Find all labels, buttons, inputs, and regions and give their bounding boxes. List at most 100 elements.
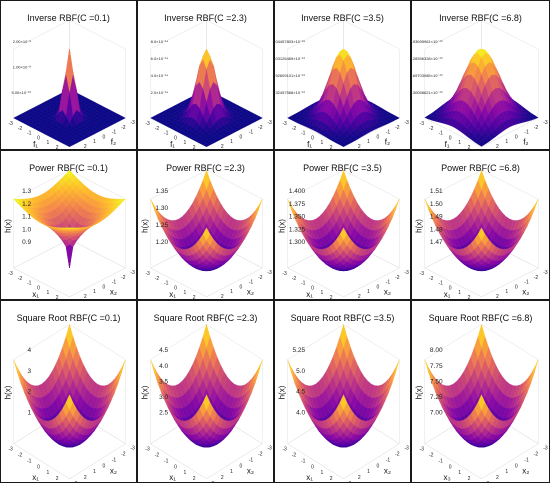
surface-patch [65,394,74,411]
z-tick-label: 1.300 [289,239,306,246]
x-tick-label: 2 [193,295,196,300]
z-tick-label: 4.0 [159,363,168,370]
y-tick-label: 2 [221,144,224,150]
y-tick-label: -2 [395,452,400,458]
x-tick-label: 1 [458,470,461,476]
x-tick-label: 2 [193,145,196,150]
plot-panel: 5.255.04.54.0h(x)-3-2-10123-3-2-10123x₁x… [274,300,411,483]
z-tick-label: 1.49 [430,214,443,221]
z-tick-label: 4.93095961×10⁻¹⁹ [412,39,443,44]
x-tick-label: 1 [183,470,186,476]
y-tick-label: -3 [404,120,409,126]
surface-plot: 1.4001.3751.3501.3251.300h(x)-3-2-10123-… [278,169,409,299]
x-tick-label: 2 [56,476,59,482]
y-axis-label: x₂ [522,287,529,296]
z-tick-label: 1.30 [155,205,168,212]
surface-plot: 1.351.301.251.20h(x)-3-2-10123-3-2-10123… [141,169,272,300]
x-tick-label: 0 [37,285,40,291]
x-axis-label: x₁ [169,473,176,482]
y-tick-label: 1 [93,139,96,145]
z-tick-label: 4.5 [296,389,305,396]
z-tick-label: 1.2 [22,201,31,208]
y-tick-label: 1 [230,469,233,475]
x-tick-label: 1 [183,140,186,146]
plot-panel: 1.511.501.491.481.47h(x)-3-2-10123-3-2-1… [411,150,550,300]
x-tick-label: -1 [27,458,32,464]
surface-patch [392,359,400,380]
surface-plot: 5.255.04.54.0h(x)-3-2-10123-3-2-10123x₁x… [278,323,409,482]
y-tick-label: 1 [367,139,370,145]
z-tick-label: 5.0 [296,368,305,375]
z-tick-label: 3.92609101×10⁻¹⁶ [275,73,305,78]
x-tick-label: 1 [458,290,461,296]
plot-panel: 2.00×10⁻⁸1.00×10⁻⁸5.00×10⁻¹⁰-3-2-10123-3… [0,0,137,150]
y-tick-label: 0 [515,134,518,140]
z-tick-label: 7.25 [430,394,443,401]
y-tick-label: 3 [75,149,78,150]
y-tick-label: 0 [102,134,105,140]
x-axis-label: f₁ [33,140,38,149]
z-tick-label: 1.69703085×10⁻¹⁹ [412,73,443,78]
z-tick-label: 6.0×10⁻¹⁴ [151,56,169,61]
z-tick-label: 4.5 [159,347,168,354]
y-tick-label: 0 [102,284,105,290]
surface-patch [477,394,486,411]
z-axis-label: h(x) [415,219,424,233]
z-tick-label: 1.00×10⁻⁸ [13,65,32,70]
x-tick-label: 0 [311,285,314,291]
surface-patch [13,359,21,380]
surface-plot: 1.31.21.11.00.9h(x)-3-2-10123-3-2-10123x… [4,169,135,300]
x-tick-label: -3 [145,271,150,277]
x-tick-label: 0 [311,135,314,141]
x-tick-label: -1 [27,281,32,287]
x-tick-label: 1 [46,140,49,146]
z-tick-label: 1.0 [22,226,31,233]
x-tick-label: 2 [56,295,59,300]
x-tick-label: 3 [477,482,480,483]
x-tick-label: 1 [320,140,323,146]
y-tick-label: 1 [505,139,508,145]
y-tick-label: -3 [543,270,548,276]
y-axis-label: x₂ [384,287,391,296]
y-tick-label: -3 [404,446,409,452]
x-tick-label: 3 [65,482,68,483]
x-tick-label: -3 [420,447,425,453]
x-tick-label: -1 [164,281,169,287]
y-tick-label: -2 [258,275,263,281]
plot-panel: 1.351.301.251.20h(x)-3-2-10123-3-2-10123… [137,150,274,300]
surface-plot: 2.00×10⁻⁸1.00×10⁻⁸5.00×10⁻¹⁰-3-2-10123-3… [8,19,135,150]
surface-patch [65,143,74,147]
surface-patch [530,198,539,216]
y-tick-label: 0 [239,463,242,469]
x-tick-label: 3 [202,482,205,483]
z-tick-label: 2.5 [159,409,168,416]
panel-title: Inverse RBF(C =6.8) [439,13,522,23]
surface-patch [477,227,486,241]
x-tick-label: 1 [320,470,323,476]
y-tick-label: 2 [496,475,499,481]
z-tick-label: 4.0 [296,409,305,416]
z-tick-label: 4.0×10⁻¹⁴ [151,73,169,78]
y-tick-label: 1 [367,289,370,295]
y-axis-label: f₂ [111,137,116,146]
z-tick-label: 1.47 [430,239,443,246]
x-tick-label: 0 [174,285,177,291]
x-tick-label: -3 [145,121,150,127]
x-axis-label: f₁ [307,140,312,149]
z-axis-label: h(x) [4,385,13,399]
x-tick-label: 2 [468,476,471,482]
x-tick-label: -1 [438,458,443,464]
y-tick-label: 0 [376,284,379,290]
x-tick-label: -1 [438,131,443,137]
y-axis-label: x₂ [522,466,529,475]
x-tick-label: -2 [292,276,297,282]
z-tick-label: 1.51 [430,188,443,195]
z-tick-label: 0.9 [22,239,31,246]
y-tick-label: -3 [543,120,548,126]
y-tick-label: 3 [212,149,215,150]
plot-panel: 1.31.21.11.00.9h(x)-3-2-10123-3-2-10123x… [0,150,137,300]
y-tick-label: -1 [386,457,391,463]
z-tick-label: 2.32457568×10⁻¹⁶ [275,90,305,95]
